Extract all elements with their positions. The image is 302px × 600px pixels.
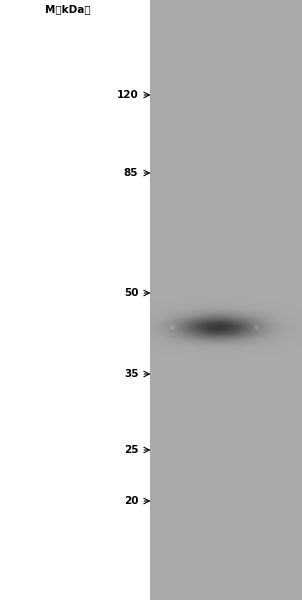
- Text: M（kDa）: M（kDa）: [45, 4, 91, 14]
- Text: 120: 120: [117, 90, 138, 100]
- Text: 25: 25: [124, 445, 138, 455]
- Text: 20: 20: [124, 496, 138, 506]
- Text: 35: 35: [124, 369, 138, 379]
- Text: 50: 50: [124, 288, 138, 298]
- Text: 85: 85: [124, 168, 138, 178]
